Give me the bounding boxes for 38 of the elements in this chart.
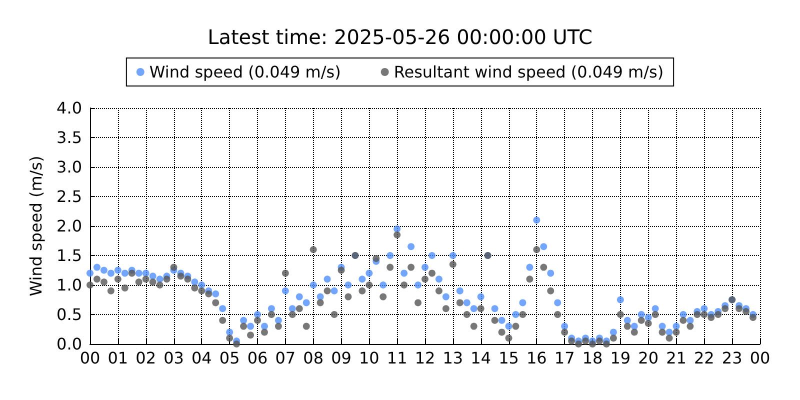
x-tick-label: 12 [414,348,436,368]
x-tick-label: 14 [470,348,492,368]
y-axis-title: Wind speed (m/s) [26,156,46,296]
y-tick-label: 0.0 [56,334,82,354]
x-tick-label: 03 [164,348,184,368]
x-tick-label: 01 [108,348,128,368]
x-tick-label: 17 [554,348,575,368]
y-tick-label: 2.0 [56,216,82,236]
x-tick-label: 08 [303,348,324,368]
y-tick-label: 3.5 [56,128,82,147]
x-tick-label: 18 [582,348,603,368]
y-tick-label: 0.5 [56,305,82,324]
x-tick-label: 04 [191,348,212,368]
y-tick-label: 4.0 [56,98,82,118]
legend-label: Resultant wind speed (0.049 m/s) [394,62,664,82]
legend-label: Wind speed (0.049 m/s) [149,62,341,82]
x-tick-label: 11 [386,348,408,368]
x-tick-label: 23 [722,348,742,368]
x-tick-label: 05 [219,348,240,368]
x-tick-label: 13 [442,348,464,368]
x-tick-label: 16 [526,348,547,368]
x-tick-label: 15 [498,348,519,368]
x-tick-label: 19 [610,348,631,368]
x-tick-label: 21 [666,348,686,368]
x-tick-label: 02 [136,348,156,368]
x-tick-label: 06 [247,348,268,368]
x-tick-label: 00 [750,348,770,368]
x-tick-label: 09 [331,348,352,368]
y-tick-label: 1.5 [56,246,82,265]
y-tick-label: 1.0 [56,276,82,294]
chart-title: Latest time: 2025-05-26 00:00:00 UTC [208,25,592,49]
x-tick-label: 07 [275,348,296,368]
y-tick-label: 2.5 [56,187,82,206]
x-tick-label: 10 [358,348,380,368]
x-tick-label: 20 [638,348,659,368]
x-tick-label: 00 [80,348,100,368]
x-tick-label: 22 [694,348,714,368]
y-tick-label: 3.0 [56,158,82,176]
